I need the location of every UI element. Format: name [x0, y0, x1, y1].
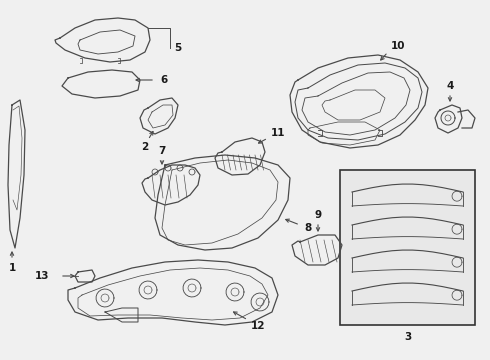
Text: 4: 4	[446, 81, 454, 91]
Text: 2: 2	[142, 142, 148, 152]
Text: 10: 10	[391, 41, 405, 51]
Text: 5: 5	[174, 43, 182, 53]
Text: 13: 13	[35, 271, 49, 281]
Text: 3: 3	[404, 332, 411, 342]
Bar	[340, 170, 475, 325]
Text: 11: 11	[271, 128, 285, 138]
Text: 8: 8	[304, 223, 312, 233]
Text: 9: 9	[315, 210, 321, 220]
Text: 6: 6	[160, 75, 168, 85]
Text: 7: 7	[158, 146, 166, 156]
Text: 12: 12	[251, 321, 265, 331]
Text: 1: 1	[8, 263, 16, 273]
